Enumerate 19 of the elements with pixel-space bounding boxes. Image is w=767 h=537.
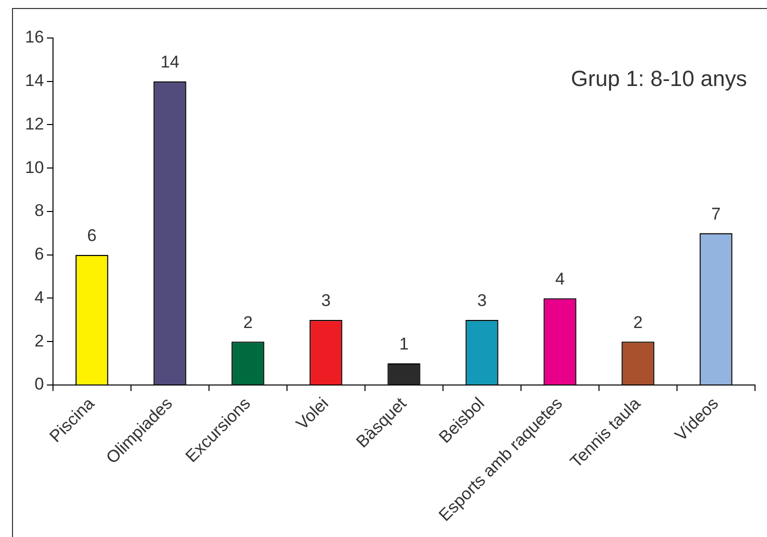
y-tick-label: 6: [34, 244, 44, 264]
y-tick-label: 12: [24, 114, 44, 134]
y-tick-label: 16: [24, 28, 44, 47]
y-tick-label: 14: [24, 71, 44, 90]
data-label: 3: [477, 291, 487, 310]
text: Grup 1: 8-10 anys: [570, 66, 747, 92]
y-tick-label: 10: [24, 158, 44, 177]
data-label: 2: [633, 312, 643, 332]
data-label: 6: [87, 226, 97, 246]
y-tick-label: 2: [34, 331, 44, 350]
data-label: 1: [399, 334, 409, 354]
data-label: 3: [321, 291, 331, 310]
y-tick-label: 8: [34, 201, 44, 220]
data-label: 7: [711, 204, 721, 224]
y-tick-label: 4: [34, 288, 44, 307]
data-label: 4: [555, 269, 565, 288]
data-label: 2: [243, 312, 253, 332]
y-tick-label: 0: [34, 374, 44, 394]
data-label: 14: [160, 52, 180, 72]
